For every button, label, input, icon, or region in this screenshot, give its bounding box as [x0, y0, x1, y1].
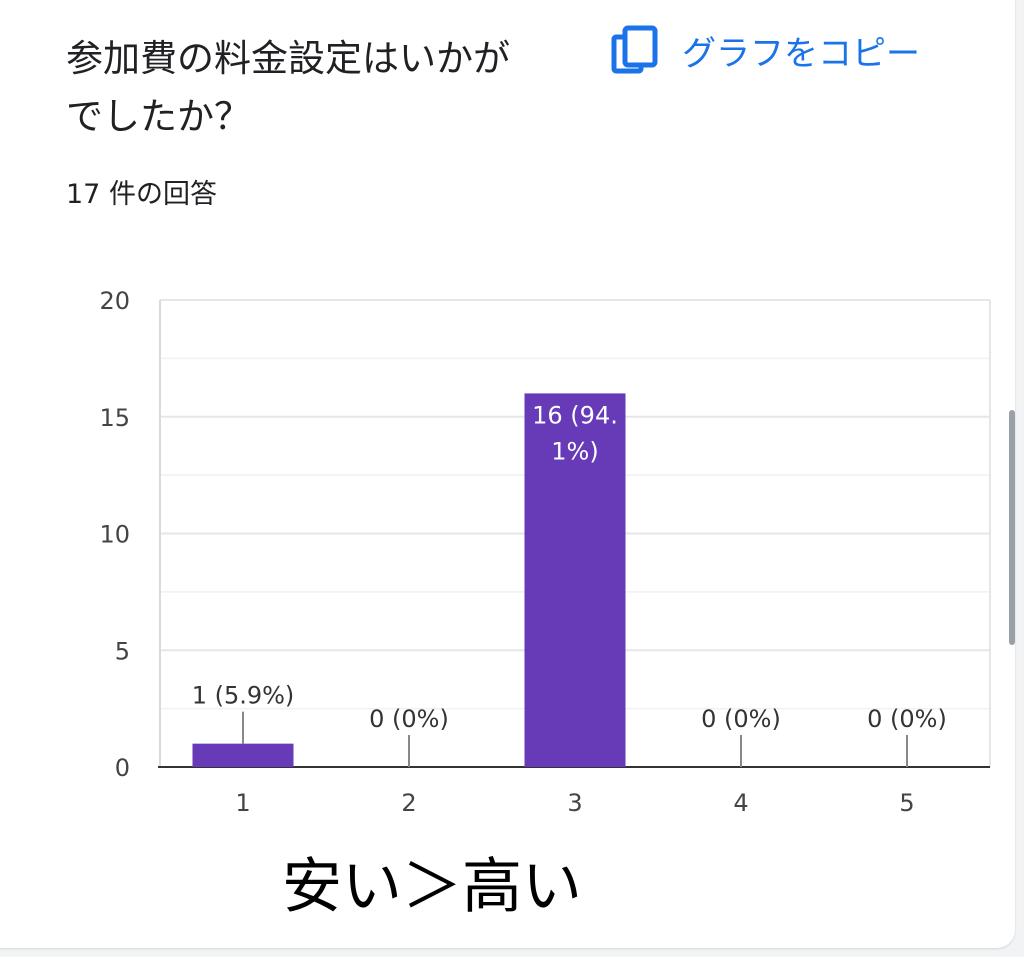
copy-chart-button[interactable]: グラフをコピー — [610, 24, 920, 76]
x-tick-label: 3 — [567, 789, 582, 817]
scale-annotation: 安い＞高い — [282, 852, 582, 922]
x-tick-label: 2 — [401, 789, 416, 817]
x-tick-label: 1 — [235, 789, 250, 817]
response-count: 17 件の回答 — [66, 179, 217, 210]
y-tick-label: 5 — [115, 637, 130, 665]
data-label: 0 (0%) — [867, 705, 947, 733]
y-tick-label: 10 — [99, 521, 130, 549]
data-label: 16 (94. 1%) — [532, 401, 618, 465]
y-tick-label: 0 — [115, 754, 130, 782]
data-label-line: 1%) — [551, 437, 598, 465]
data-label: 0 (0%) — [369, 705, 449, 733]
question-title: 参加費の料金設定はいかがでしたか？ — [66, 37, 510, 138]
data-label: 1 (5.9%) — [192, 682, 295, 710]
bar — [524, 393, 626, 767]
copy-icon — [611, 25, 658, 74]
data-label: 0 (0%) — [701, 705, 781, 733]
scrollbar[interactable] — [1009, 410, 1015, 645]
x-tick-label: 5 — [899, 789, 914, 817]
x-tick-label: 4 — [733, 789, 748, 817]
y-tick-label: 20 — [99, 287, 130, 315]
bar — [192, 743, 294, 767]
copy-chart-label: グラフをコピー — [682, 33, 920, 74]
data-label-line: 16 (94. — [532, 401, 618, 429]
y-tick-label: 15 — [99, 404, 130, 432]
